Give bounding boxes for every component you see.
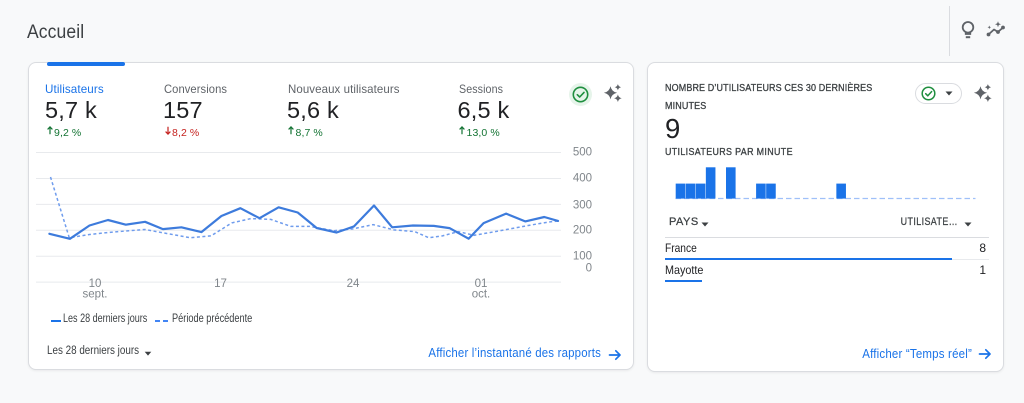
svg-text:24: 24	[347, 278, 360, 290]
svg-text:300: 300	[573, 200, 592, 212]
svg-text:10: 10	[89, 278, 102, 290]
svg-text:01: 01	[475, 278, 488, 290]
svg-text:sept.: sept.	[83, 289, 108, 301]
svg-text:0: 0	[586, 262, 592, 274]
svg-text:400: 400	[573, 173, 592, 185]
svg-text:200: 200	[573, 225, 592, 237]
svg-text:100: 100	[573, 251, 592, 263]
svg-text:17: 17	[214, 278, 227, 290]
svg-text:500: 500	[573, 147, 592, 159]
svg-text:oct.: oct.	[472, 289, 491, 301]
